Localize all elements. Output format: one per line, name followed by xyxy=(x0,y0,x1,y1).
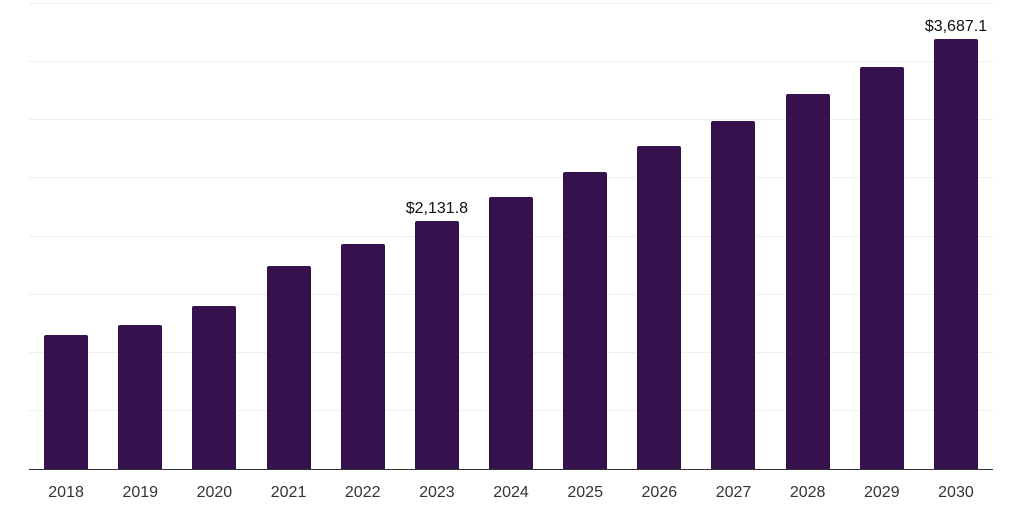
x-tick-label-2018: 2018 xyxy=(48,484,84,501)
bar-value-label-2023: $2,131.8 xyxy=(405,199,468,217)
gridline xyxy=(29,177,993,179)
bar-group-2019 xyxy=(103,325,177,469)
x-tick-label-2020: 2020 xyxy=(196,484,233,501)
bars-container: $2,131.8 $3,687.1 xyxy=(29,3,993,469)
x-tick-label-2026: 2026 xyxy=(641,484,678,501)
bar-group-2027 xyxy=(696,120,770,469)
x-tick-label-2029: 2029 xyxy=(864,484,900,501)
gridline xyxy=(29,2,993,4)
bar-group-2030: $3,687.1 xyxy=(919,19,993,469)
plot-area: $2,131.8 $3,687.1 xyxy=(29,2,993,469)
x-tick-label-2019: 2019 xyxy=(122,484,159,501)
gridline xyxy=(29,60,993,62)
x-axis-labels: 2018 2019 2020 2021 2022 2023 2024 2025 2026 2027… xyxy=(29,483,993,502)
bar-group-2018 xyxy=(29,335,103,469)
bar-2023 xyxy=(414,220,459,469)
x-tick-label-2021: 2021 xyxy=(270,484,307,501)
bar-2021 xyxy=(266,266,311,469)
bar-group-2023: $2,131.8 xyxy=(400,199,474,469)
bar-2024 xyxy=(489,196,534,469)
bar-2022 xyxy=(340,243,385,469)
bar-2030 xyxy=(933,39,978,469)
bar-2026 xyxy=(637,145,682,469)
bar-2027 xyxy=(711,120,756,469)
x-tick-label-2030: 2030 xyxy=(938,484,974,501)
bar-2018 xyxy=(44,335,89,469)
bar-2028 xyxy=(785,93,830,469)
bar-2019 xyxy=(118,325,163,469)
bar-group-2022 xyxy=(326,243,400,469)
x-tick-label-2024: 2024 xyxy=(493,484,529,501)
bar-group-2024 xyxy=(474,196,548,469)
bar-value-label-2030: $3,687.1 xyxy=(924,18,988,36)
x-tick-label-2028: 2028 xyxy=(789,484,826,501)
bar-group-2026 xyxy=(622,145,696,469)
bar-2029 xyxy=(859,66,904,469)
bar-group-2028 xyxy=(771,93,845,469)
bar-2020 xyxy=(192,305,237,469)
x-tick-label-2023: 2023 xyxy=(419,484,455,501)
x-tick-label-2025: 2025 xyxy=(567,484,603,501)
bar-group-2020 xyxy=(177,305,251,469)
bar-group-2025 xyxy=(548,171,622,469)
bar-2025 xyxy=(563,171,608,469)
x-tick-label-2027: 2027 xyxy=(715,484,752,501)
bar-group-2021 xyxy=(251,266,325,469)
gridline xyxy=(29,119,993,120)
x-axis-line xyxy=(29,468,993,470)
bar-group-2029 xyxy=(845,66,919,469)
x-tick-label-2022: 2022 xyxy=(344,484,381,501)
